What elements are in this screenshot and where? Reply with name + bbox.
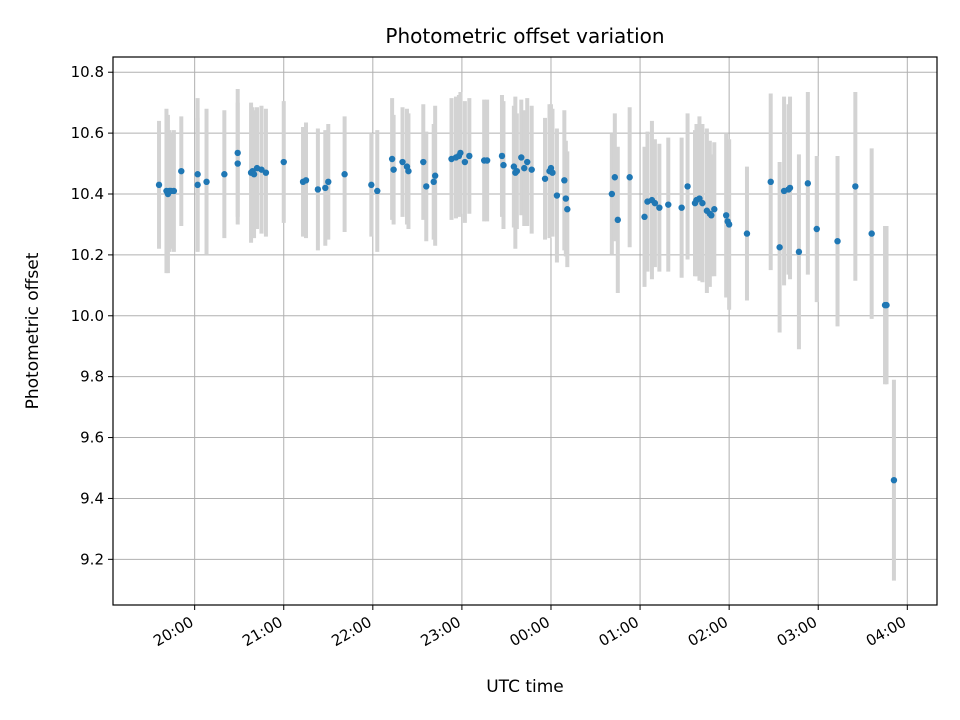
y-tick-label: 9.2 (80, 550, 104, 568)
data-point (696, 195, 703, 202)
y-tick-label: 10.8 (71, 63, 104, 81)
x-axis-label: UTC time (486, 677, 564, 697)
data-point (405, 167, 412, 175)
x-tick-label: 00:00 (507, 613, 553, 650)
data-point (430, 178, 437, 186)
data-point (641, 213, 648, 221)
data-point (528, 166, 535, 173)
data-point (651, 199, 659, 207)
data-point (390, 166, 397, 173)
data-point (461, 158, 469, 166)
data-point (611, 174, 619, 181)
data-point (678, 204, 685, 211)
x-tick-label: 23:00 (417, 613, 463, 650)
data-point (608, 190, 616, 198)
data-point (561, 177, 568, 184)
y-tick-label: 9.4 (80, 489, 104, 507)
y-tick-label: 10.0 (71, 307, 104, 325)
data-point (890, 476, 898, 484)
data-point (155, 181, 163, 189)
data-point (656, 204, 663, 211)
data-point (325, 178, 332, 186)
data-point (725, 221, 733, 228)
data-point (708, 212, 715, 219)
data-point (203, 178, 210, 186)
data-point (699, 199, 706, 207)
data-point (221, 171, 228, 178)
data-point (524, 158, 531, 166)
x-axis-ticks: 20:00 21:00 22:00 23:00 00:00 01:00 02:00 03:00… (150, 605, 909, 650)
x-tick-label: 22:00 (328, 613, 374, 650)
data-point (626, 174, 633, 181)
data-point (562, 195, 570, 202)
x-tick-label: 01:00 (596, 613, 642, 650)
data-point (500, 161, 507, 169)
data-point (513, 167, 521, 175)
data-point (743, 230, 751, 237)
data-point (341, 171, 348, 178)
data-point (795, 248, 803, 256)
data-point (549, 169, 556, 176)
data-point (510, 163, 518, 170)
x-tick-label: 20:00 (150, 613, 196, 650)
data-point (466, 152, 473, 160)
y-axis-ticks: 9.2 9.4 9.6 9.8 10.0 10.2 10.4 10.6 10.8 (71, 63, 113, 568)
plot-frame (112, 56, 938, 606)
data-point (170, 187, 178, 195)
data-point (374, 187, 381, 195)
data-point (314, 186, 322, 193)
x-tick-label: 02:00 (685, 613, 731, 650)
data-point (541, 175, 549, 182)
data-point (250, 171, 258, 178)
y-tick-label: 9.6 (80, 429, 104, 447)
x-tick-label: 04:00 (863, 613, 909, 650)
data-point (423, 183, 430, 190)
data-point (399, 158, 406, 166)
data-point (722, 212, 730, 219)
data-point (262, 169, 270, 176)
data-point (614, 216, 621, 224)
data-point (234, 160, 241, 167)
data-point (868, 230, 875, 237)
data-point (804, 180, 812, 187)
data-point (665, 201, 672, 208)
x-tick-label: 03:00 (774, 613, 820, 650)
chart-title: Photometric offset variation (385, 24, 664, 48)
data-point (564, 206, 571, 213)
data-point (178, 167, 185, 175)
data-point (776, 244, 783, 251)
data-point (483, 157, 491, 164)
data-point (322, 184, 329, 192)
data-point (883, 301, 890, 309)
data-point (280, 158, 287, 166)
data-point (420, 158, 427, 166)
data-point (684, 183, 691, 190)
data-point (786, 184, 794, 192)
data-point (194, 181, 201, 189)
data-point (521, 164, 528, 172)
x-tick-label: 21:00 (239, 613, 285, 650)
y-tick-label: 10.4 (71, 185, 104, 203)
data-point (302, 177, 310, 184)
y-axis-label: Photometric offset (23, 252, 43, 409)
data-point (711, 206, 718, 213)
data-point (431, 172, 439, 179)
data-point (518, 154, 525, 161)
data-point (194, 171, 201, 178)
data-point (834, 237, 841, 245)
data-points (155, 149, 898, 484)
y-tick-label: 10.6 (71, 124, 104, 142)
data-point (767, 178, 774, 186)
data-point (498, 152, 506, 160)
data-point (234, 149, 241, 157)
y-tick-label: 9.8 (80, 368, 104, 386)
data-point (852, 183, 859, 190)
data-point (388, 155, 396, 163)
data-point (813, 225, 820, 233)
y-tick-label: 10.2 (71, 246, 104, 264)
data-point (553, 192, 561, 199)
data-point (368, 181, 375, 189)
data-point (457, 149, 464, 157)
